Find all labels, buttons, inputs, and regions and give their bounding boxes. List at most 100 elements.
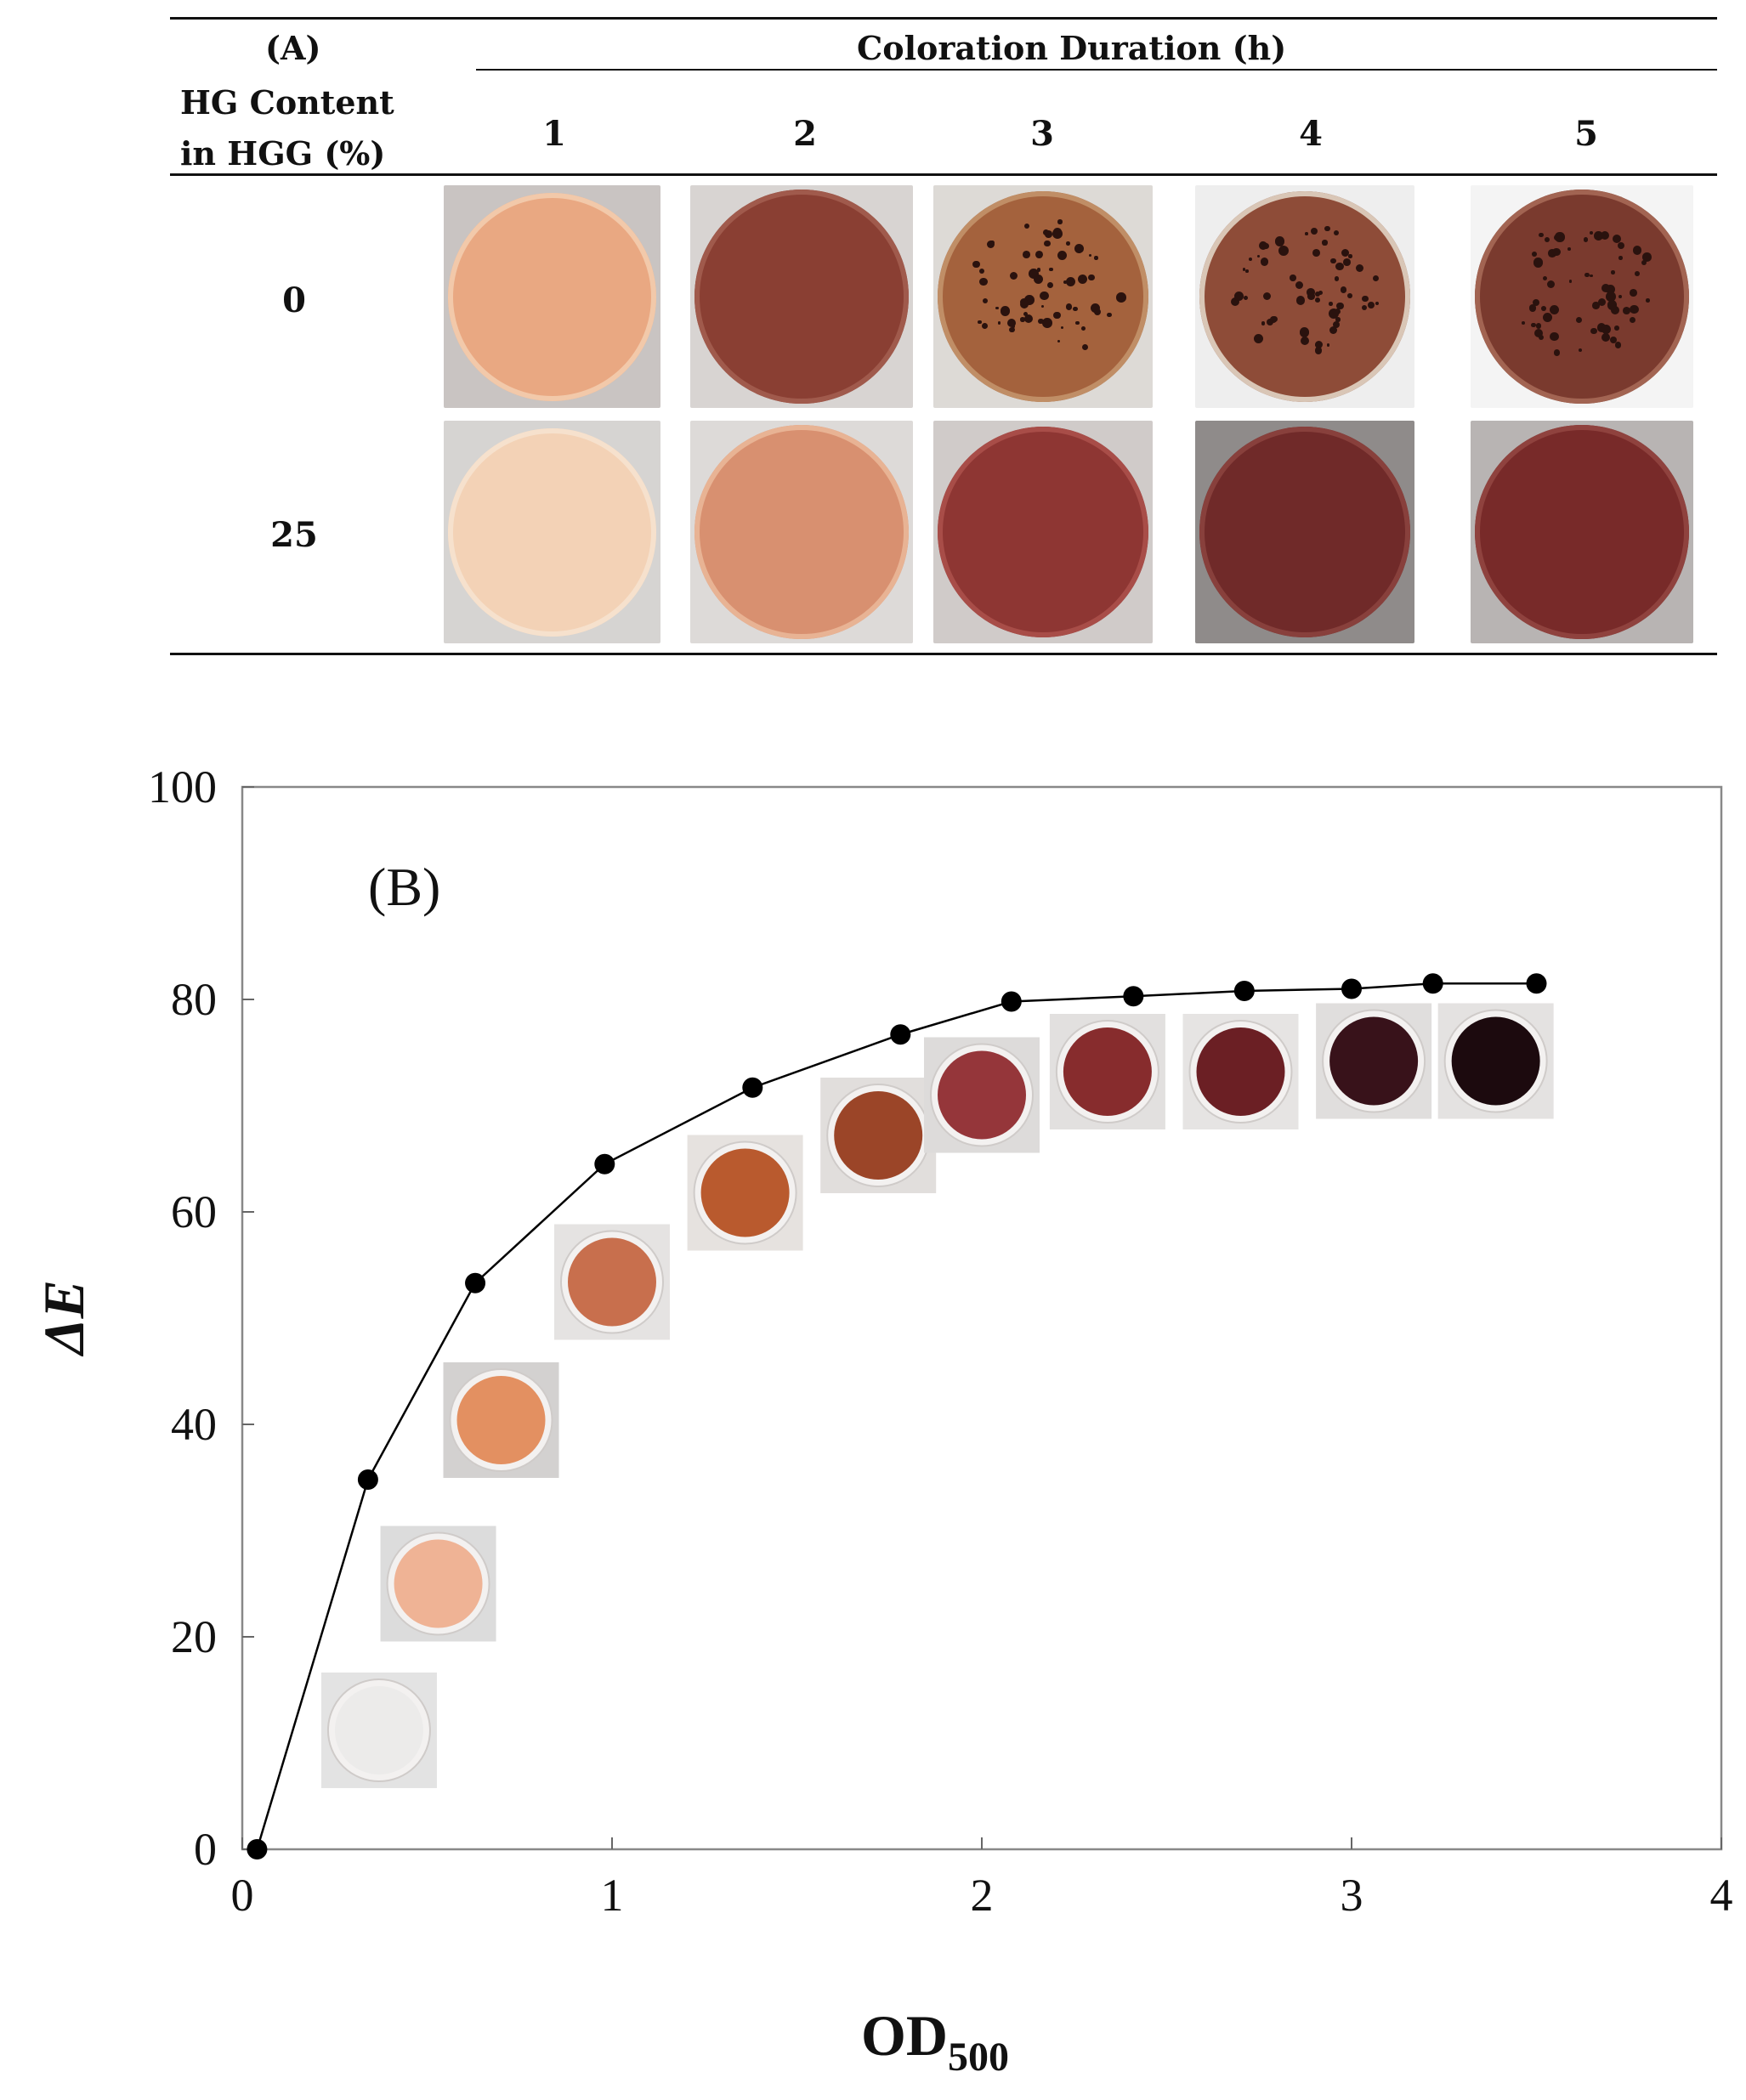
precipitate-speck: [1535, 323, 1541, 329]
precipitate-speck: [1233, 291, 1244, 301]
precipitate-speck: [1066, 241, 1070, 246]
data-point: [1123, 986, 1144, 1007]
precipitate-speck: [1368, 301, 1375, 308]
precipitate-speck: [1590, 231, 1593, 235]
y-tick-label: 20: [171, 1611, 217, 1662]
column-header-2: 2: [793, 114, 817, 154]
precipitate-speck: [1314, 291, 1321, 297]
y-tick-label: 40: [171, 1399, 217, 1450]
well-dish: [1475, 425, 1689, 639]
precipitate-speck: [1307, 292, 1315, 300]
well-photo-r25-c1: [444, 421, 660, 643]
x-axis-title: OD500: [861, 2003, 1009, 2080]
well-photo-r25-c2: [690, 421, 913, 643]
data-series: [247, 973, 1547, 1859]
precipitate-speck: [1073, 306, 1078, 312]
precipitate-speck: [1346, 293, 1352, 299]
table-subheader-rule: [170, 173, 1717, 176]
precipitate-speck: [1052, 229, 1063, 240]
precipitate-speck: [1046, 282, 1053, 289]
precipitate-speck: [1575, 316, 1583, 324]
precipitate-speck: [981, 323, 988, 330]
well-inset-solution: [1329, 1016, 1419, 1106]
data-point: [357, 1469, 378, 1490]
data-point: [1341, 978, 1362, 999]
precipitate-speck: [1361, 305, 1367, 311]
precipitate-speck: [1033, 274, 1043, 285]
precipitate-speck: [1642, 252, 1652, 262]
precipitate-speck: [1040, 304, 1044, 308]
precipitate-speck: [1038, 318, 1044, 325]
precipitate-speck: [1075, 320, 1080, 325]
precipitate-speck: [1289, 275, 1296, 281]
well-inset-solution: [834, 1091, 923, 1180]
precipitate-speck: [998, 321, 1001, 325]
precipitate-speck: [1057, 340, 1060, 343]
precipitate-speck: [1600, 230, 1609, 240]
well-photo-r0-c3: [933, 185, 1153, 408]
column-group-header: Coloration Duration (h): [857, 29, 1287, 67]
x-tick-label: 0: [231, 1870, 254, 1921]
precipitate-speck: [1607, 300, 1618, 310]
precipitate-speck: [1074, 243, 1085, 253]
well-photo-r0-c5: [1471, 185, 1693, 408]
precipitate-speck: [1579, 348, 1583, 352]
precipitate-speck: [1547, 249, 1556, 258]
precipitate-speck: [1334, 276, 1339, 281]
precipitate-speck: [1341, 248, 1350, 257]
table-header-rule: [476, 69, 1717, 71]
precipitate-speck: [1107, 312, 1112, 318]
x-axis-title-main: OD: [861, 2003, 948, 2068]
precipitate-speck: [1543, 312, 1553, 322]
precipitate-speck: [1333, 320, 1341, 328]
precipitate-speck: [1315, 297, 1321, 303]
precipitate-speck: [1646, 298, 1650, 303]
data-point: [1001, 991, 1022, 1012]
chart-svg: 0 20 40 60 80 100 0 1 2 3 4 (B) ΔE OD500: [31, 761, 1733, 2080]
precipitate-speck: [1541, 305, 1547, 311]
precipitate-speck: [978, 320, 982, 325]
precipitate-speck: [1245, 269, 1249, 273]
precipitate-speck: [1335, 263, 1344, 271]
precipitate-speck: [1611, 270, 1615, 275]
precipitate-speck: [1254, 333, 1264, 344]
precipitate-speck: [1372, 275, 1379, 282]
precipitate-speck: [1528, 304, 1537, 312]
precipitate-speck: [1583, 237, 1588, 242]
precipitate-speck: [1336, 302, 1344, 310]
precipitate-speck: [1356, 263, 1364, 272]
y-tick-label: 100: [148, 761, 217, 812]
precipitate-speck: [1533, 299, 1540, 307]
precipitate-speck: [1295, 281, 1304, 290]
precipitate-speck: [1335, 317, 1341, 322]
precipitate-speck: [1305, 232, 1308, 235]
precipitate-speck: [1522, 321, 1526, 325]
y-tick-label: 80: [171, 974, 217, 1025]
precipitate-speck: [1362, 295, 1369, 303]
column-header-3: 3: [1030, 114, 1054, 154]
precipitate-speck: [1266, 318, 1273, 325]
precipitate-speck: [1012, 324, 1015, 328]
precipitate-speck: [1329, 302, 1333, 307]
precipitate-speck: [1088, 274, 1095, 281]
well-photo-r25-c5: [1471, 421, 1693, 643]
precipitate-speck: [1023, 251, 1030, 258]
precipitate-speck: [1327, 343, 1330, 347]
row-label-25: 25: [270, 515, 318, 555]
precipitate-speck: [1333, 229, 1339, 235]
table-top-rule: [170, 17, 1717, 20]
precipitate-speck: [1019, 297, 1028, 306]
axes: 0 20 40 60 80 100 0 1 2 3 4: [148, 761, 1733, 1921]
precipitate-speck: [1618, 242, 1625, 250]
precipitate-speck: [1278, 246, 1290, 257]
y-tick-label: 0: [194, 1824, 217, 1875]
precipitate-speck: [1614, 325, 1619, 331]
precipitate-speck: [1544, 236, 1550, 243]
precipitate-speck: [1006, 318, 1016, 328]
precipitate-speck: [1590, 274, 1593, 278]
precipitate-speck: [1043, 229, 1050, 235]
precipitate-speck: [972, 260, 981, 269]
precipitate-speck: [1035, 251, 1044, 259]
precipitate-speck: [1094, 256, 1098, 260]
precipitate-speck: [1597, 298, 1607, 307]
